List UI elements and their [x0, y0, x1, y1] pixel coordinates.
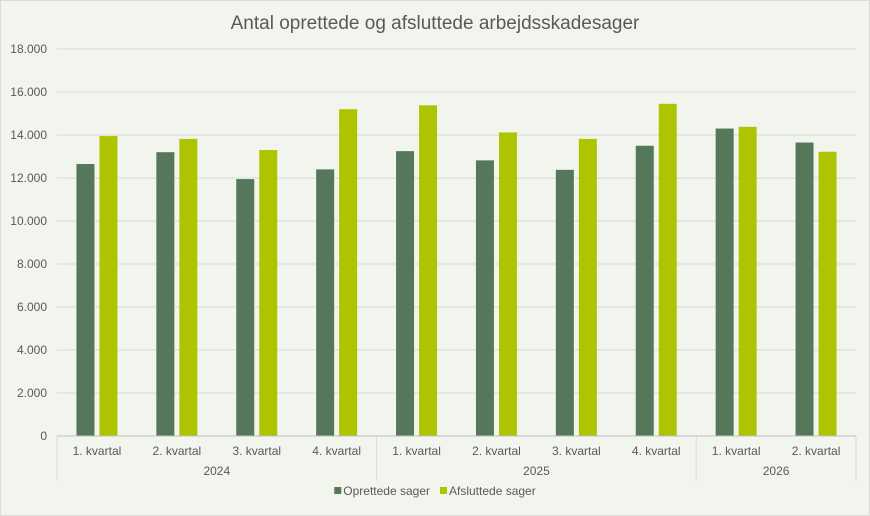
x-category-label: 2. kvartal — [792, 444, 841, 458]
bar-oprettede — [76, 164, 95, 436]
bar-afsluttede — [419, 105, 438, 436]
x-category-label: 3. kvartal — [552, 444, 601, 458]
x-category-label: 1. kvartal — [712, 444, 761, 458]
bar-afsluttede — [498, 132, 517, 437]
y-tick-label: 12.000 — [10, 171, 47, 185]
y-tick-label: 0 — [40, 429, 47, 443]
bar-afsluttede — [99, 136, 118, 436]
bar-oprettede — [555, 169, 574, 436]
bar-afsluttede — [259, 150, 278, 437]
bar-oprettede — [156, 152, 175, 436]
legend-label: Oprettede sager — [343, 484, 430, 498]
y-axis: 0 2.000 4.000 6.000 8.000 10.000 12.000 14.000 1… — [10, 42, 47, 443]
bar-afsluttede — [658, 103, 677, 436]
bar-oprettede — [715, 128, 734, 437]
legend-swatch — [440, 487, 447, 494]
y-tick-label: 4.000 — [17, 343, 47, 357]
y-tick-label: 8.000 — [17, 257, 47, 271]
y-tick-label: 14.000 — [10, 128, 47, 142]
x-group-label: 2025 — [523, 464, 550, 478]
legend-swatch — [334, 487, 342, 494]
bars — [76, 103, 837, 437]
x-category-label: 1. kvartal — [392, 444, 441, 458]
y-tick-label: 10.000 — [10, 214, 47, 228]
chart-title: Antal oprettede og afsluttede arbejdsska… — [231, 13, 640, 34]
legend-item: Oprettede sager — [334, 484, 430, 498]
bar-afsluttede — [578, 138, 597, 436]
legend-item: Afsluttede sager — [440, 484, 536, 498]
bar-afsluttede — [738, 126, 757, 436]
bar-oprettede — [475, 160, 494, 436]
bar-oprettede — [396, 151, 415, 436]
x-group-label: 2024 — [203, 464, 230, 478]
x-category-label: 3. kvartal — [232, 444, 281, 458]
x-axis: 1. kvartal 2. kvartal 3. kvartal 4. kvartal… — [56, 435, 857, 481]
x-category-label: 1. kvartal — [73, 444, 122, 458]
bar-afsluttede — [179, 138, 198, 436]
x-category-label: 4. kvartal — [312, 444, 361, 458]
bar-oprettede — [236, 179, 255, 436]
x-category-label: 4. kvartal — [632, 444, 681, 458]
bar-oprettede — [635, 145, 654, 436]
y-tick-label: 6.000 — [17, 300, 47, 314]
y-tick-label: 16.000 — [10, 85, 47, 99]
gridlines — [57, 48, 856, 394]
bar-oprettede — [316, 169, 335, 436]
bar-oprettede — [795, 142, 814, 436]
x-category-label: 2. kvartal — [153, 444, 202, 458]
y-tick-label: 18.000 — [10, 42, 47, 56]
x-category-label: 2. kvartal — [472, 444, 521, 458]
bar-afsluttede — [818, 151, 837, 436]
bar-afsluttede — [339, 109, 358, 436]
x-group-label: 2026 — [763, 464, 790, 478]
y-tick-label: 2.000 — [17, 386, 47, 400]
legend-label: Afsluttede sager — [449, 484, 536, 498]
legend: Oprettede sager Afsluttede sager — [334, 484, 536, 498]
